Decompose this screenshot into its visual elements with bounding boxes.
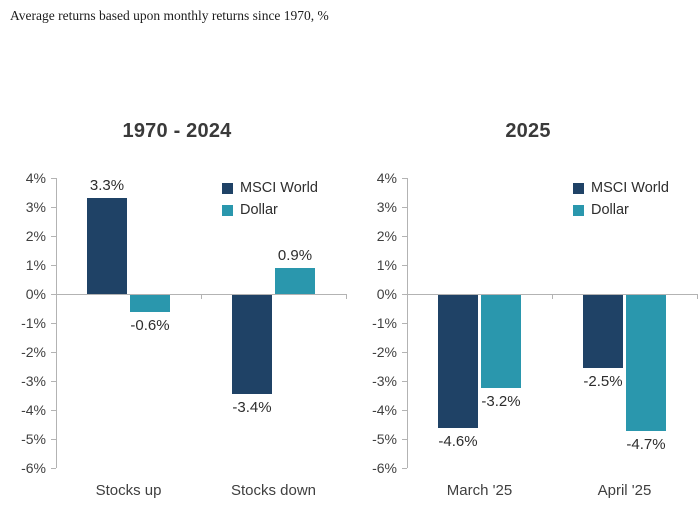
y-axis-tick (51, 352, 56, 353)
y-axis-tick-label: -5% (372, 431, 397, 447)
legend-swatch-msci-world (222, 182, 233, 194)
y-axis-line (56, 178, 57, 468)
bar-chart-2025: 4% 3% 2% 1% 0% -1% -2% -3% -4% -5% -6% -4.6% -3.2% Ma… (359, 170, 698, 513)
value-label: -4.7% (626, 436, 666, 454)
value-label: 0.9% (277, 246, 313, 264)
figure-subtitle: Average returns based upon monthly retur… (10, 8, 329, 23)
bar-dollar (481, 295, 521, 388)
y-axis-tick (51, 265, 56, 266)
y-axis-tick (402, 265, 407, 266)
y-axis-tick (402, 236, 407, 237)
y-axis-tick-label: -5% (21, 431, 46, 447)
y-axis-tick (402, 410, 407, 411)
y-axis-tick-label: 2% (376, 228, 397, 244)
y-axis-tick (51, 236, 56, 237)
y-axis-tick (402, 352, 407, 353)
y-axis-tick-label: 1% (376, 257, 397, 273)
x-axis-tick (346, 294, 347, 299)
y-axis-tick (402, 294, 407, 295)
chart-panel-1970-2024: 1970 - 2024 4% 3% 2% 1% 0% -1% -2% -3% -4% -5% -6%… (8, 120, 347, 515)
legend-label: Dollar (240, 202, 278, 218)
y-axis-tick-label: 2% (25, 228, 46, 244)
y-axis-tick (402, 381, 407, 382)
bar-msci-world (583, 295, 623, 368)
y-axis-tick (51, 410, 56, 411)
y-axis-tick (402, 323, 407, 324)
chart-title: 2025 (505, 120, 551, 142)
bar-chart-1970-2024: 4% 3% 2% 1% 0% -1% -2% -3% -4% -5% -6% 3.3% -0.6% Sto… (8, 170, 347, 513)
y-axis-tick-label: -3% (372, 373, 397, 389)
y-axis-tick (402, 439, 407, 440)
x-axis-tick (552, 294, 553, 299)
value-label: -4.6% (438, 433, 478, 451)
y-axis-tick-label: 3% (376, 199, 397, 215)
legend-swatch-dollar (222, 204, 233, 216)
y-axis-tick-label: -3% (21, 373, 46, 389)
y-axis-tick-label: -2% (372, 344, 397, 360)
y-axis-tick (402, 468, 407, 469)
bar-dollar (130, 295, 170, 313)
x-axis-category-label: March '25 (446, 482, 513, 499)
y-axis-tick (402, 178, 407, 179)
legend-label: Dollar (591, 202, 629, 218)
legend-swatch-msci-world (573, 182, 584, 194)
bar-dollar (275, 267, 315, 294)
legend-item: Dollar (222, 202, 318, 218)
y-axis-tick-label: 4% (376, 170, 397, 186)
y-axis-tick (51, 294, 56, 295)
legend-label: MSCI World (240, 180, 318, 196)
y-axis-line (407, 178, 408, 468)
y-axis-tick (51, 381, 56, 382)
value-label: -3.4% (232, 398, 272, 416)
x-axis-category-label: Stocks up (95, 482, 162, 499)
y-axis-tick-label: -1% (372, 315, 397, 331)
y-axis-tick (51, 323, 56, 324)
legend-item: Dollar (573, 202, 669, 218)
legend-label: MSCI World (591, 180, 669, 196)
value-label: -3.2% (481, 392, 521, 410)
y-axis-tick-label: 0% (25, 286, 46, 302)
bar-msci-world (438, 295, 478, 429)
x-axis-tick (201, 294, 202, 299)
x-axis-category-label: Stocks down (230, 482, 317, 499)
y-axis-tick (51, 207, 56, 208)
legend-item: MSCI World (222, 180, 318, 196)
value-label: 3.3% (89, 177, 125, 195)
y-axis-tick-label: -1% (21, 315, 46, 331)
y-axis-tick-label: 0% (376, 286, 397, 302)
bar-dollar (626, 295, 666, 432)
y-axis-tick-label: -4% (372, 402, 397, 418)
legend: MSCI World Dollar (222, 180, 318, 224)
value-label: -0.6% (130, 317, 170, 335)
y-axis-tick-label: 4% (25, 170, 46, 186)
legend-swatch-dollar (573, 204, 584, 216)
bar-msci-world (232, 295, 272, 394)
chart-title: 1970 - 2024 (122, 120, 232, 142)
y-axis-tick-label: -2% (21, 344, 46, 360)
chart-panel-2025: 2025 4% 3% 2% 1% 0% -1% -2% -3% -4% -5% -6% -4.6% -3… (359, 120, 698, 515)
x-axis-category-label: April '25 (597, 482, 652, 499)
value-label: -2.5% (583, 372, 623, 390)
y-axis-tick-label: -6% (21, 460, 46, 476)
y-axis-tick-label: -6% (372, 460, 397, 476)
y-axis-tick (51, 468, 56, 469)
y-axis-tick (51, 439, 56, 440)
y-axis-tick (51, 178, 56, 179)
y-axis-tick-label: 3% (25, 199, 46, 215)
legend-item: MSCI World (573, 180, 669, 196)
y-axis-tick (402, 207, 407, 208)
legend: MSCI World Dollar (573, 180, 669, 224)
y-axis-tick-label: 1% (25, 257, 46, 273)
y-axis-tick-label: -4% (21, 402, 46, 418)
bar-msci-world (87, 198, 127, 294)
